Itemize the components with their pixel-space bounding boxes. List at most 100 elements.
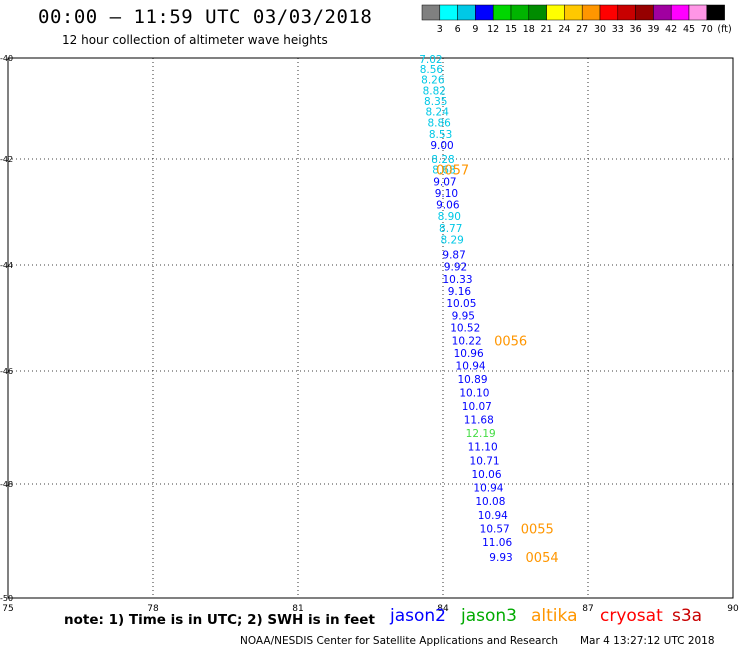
swh-value-label: 10.08 xyxy=(475,496,505,508)
x-tick-label: 84 xyxy=(437,604,449,614)
swh-value-label: 10.94 xyxy=(478,510,508,522)
colorbar-swatch xyxy=(475,4,494,21)
colorbar-label: 3 xyxy=(437,24,443,35)
colorbar-label: 36 xyxy=(630,24,642,35)
swh-value-label: 9.06 xyxy=(436,200,460,212)
legend-jason2: jason2 xyxy=(390,606,446,626)
colorbar-swatch xyxy=(599,4,619,21)
colorbar-label: 39 xyxy=(647,24,659,35)
swh-value-label: 8.29 xyxy=(440,235,463,247)
swh-value-label: 9.93 xyxy=(489,552,512,564)
swh-value-label: 10.57 xyxy=(480,523,510,535)
colorbar-swatch xyxy=(492,4,512,21)
legend-s3a: s3a xyxy=(672,606,703,626)
colorbar-swatch xyxy=(510,4,530,21)
y-tick-label: -50 xyxy=(0,594,13,603)
swh-value-label: 7.02 xyxy=(419,54,442,66)
colorbar-swatch xyxy=(439,4,458,21)
colorbar-swatch xyxy=(653,4,672,21)
swh-value-label: 10.07 xyxy=(462,401,492,413)
swh-value-label: 9.10 xyxy=(435,188,458,200)
colorbar-label: 18 xyxy=(523,24,535,35)
swh-value-label: 8.35 xyxy=(424,96,447,108)
colorbar-swatch xyxy=(581,4,601,21)
swh-value-label: 8.82 xyxy=(423,85,446,97)
x-tick-label: 90 xyxy=(727,604,739,614)
y-tick-label: -42 xyxy=(0,155,13,164)
colorbar-label: 33 xyxy=(612,24,624,35)
swh-value-label: 11.10 xyxy=(468,442,498,454)
colorbar-swatch xyxy=(528,4,547,21)
swh-value-label: 10.33 xyxy=(442,274,472,286)
colorbar-swatch xyxy=(457,4,476,21)
colorbar-legend: 3 6 9 12 15 18 21 24 27 30 33 36 39 42 45 70 (ft) xyxy=(421,4,732,35)
swh-value-label: 10.96 xyxy=(454,348,484,360)
colorbar-swatch xyxy=(670,4,690,21)
swh-value-label: 10.05 xyxy=(446,298,476,310)
swh-value-label: 8.28 xyxy=(431,154,454,166)
footer-timestamp: Mar 4 13:27:12 UTC 2018 xyxy=(580,635,715,647)
colorbar-label: 24 xyxy=(558,24,570,35)
legend-cryosat: cryosat xyxy=(600,606,663,626)
time-label: 0056 xyxy=(494,334,527,349)
y-tick-label: -48 xyxy=(0,480,13,489)
colorbar-swatch xyxy=(706,4,725,21)
swh-value-label: 9.07 xyxy=(433,176,456,188)
colorbar-swatch xyxy=(546,4,565,21)
colorbar-label: 6 xyxy=(455,24,461,35)
swh-value-label: 12.19 xyxy=(466,428,496,440)
colorbar-swatch xyxy=(688,4,708,21)
x-tick-label: 87 xyxy=(582,604,593,614)
swh-value-label: 10.22 xyxy=(452,335,482,347)
legend-jason3: jason3 xyxy=(461,606,517,626)
y-tick-label: -44 xyxy=(0,261,13,270)
swh-value-label: 8.56 xyxy=(420,64,444,76)
swh-value-label: 10.94 xyxy=(473,482,503,494)
swh-value-label: 8.90 xyxy=(438,211,461,223)
colorbar-swatch xyxy=(421,4,441,21)
legend-altika: altika xyxy=(531,606,578,626)
swh-value-label: 8.77 xyxy=(439,223,462,235)
time-label: 0055 xyxy=(521,522,554,537)
data-marks: 7.028.568.268.828.358.248.868.539.00 8.28… xyxy=(419,54,558,566)
time-label: 0054 xyxy=(526,551,559,566)
plot-frame xyxy=(7,57,734,599)
colorbar-swatch xyxy=(635,4,654,21)
swh-value-label: 10.06 xyxy=(471,469,501,481)
y-tick-label: -40 xyxy=(0,54,13,63)
swh-value-label: 9.16 xyxy=(448,286,472,298)
x-tick-label: 78 xyxy=(147,604,159,614)
colorbar-label: (ft) xyxy=(717,24,731,35)
plot-area: 75 78 81 84 87 90 -40 -42 -44 -46 -48 -50 xyxy=(0,54,739,614)
time-label: 0057 xyxy=(436,164,469,179)
colorbar-label: 30 xyxy=(594,24,606,35)
y-tick-label: -46 xyxy=(0,367,13,376)
x-tick-label: 81 xyxy=(292,604,303,614)
footer-credit: NOAA/NESDIS Center for Satellite Applica… xyxy=(240,635,558,647)
swh-value-label: 11.68 xyxy=(464,415,494,427)
swh-value-label: 8.86 xyxy=(427,118,451,130)
page-title: 00:00 – 11:59 UTC 03/03/2018 xyxy=(38,6,373,28)
colorbar-label: 45 xyxy=(683,24,695,35)
colorbar-swatch xyxy=(564,4,583,21)
swh-value-label: 8.68 xyxy=(432,165,455,177)
colorbar-swatch xyxy=(617,4,636,21)
colorbar-label: 15 xyxy=(505,24,517,35)
swh-value-label: 10.94 xyxy=(456,361,486,373)
swh-value-label: 9.95 xyxy=(452,310,475,322)
note-text: note: 1) Time is in UTC; 2) SWH is in fe… xyxy=(64,612,375,628)
swh-value-label: 10.52 xyxy=(450,323,480,335)
swh-value-label: 8.53 xyxy=(429,129,452,141)
swh-value-label: 10.10 xyxy=(459,387,489,399)
swh-value-label: 10.89 xyxy=(457,374,487,386)
swh-value-label: 8.24 xyxy=(426,107,450,119)
colorbar-label: 42 xyxy=(665,24,677,35)
colorbar-label: 21 xyxy=(541,24,553,35)
colorbar-label: 12 xyxy=(487,24,499,35)
colorbar-label: 27 xyxy=(576,24,588,35)
page-subtitle: 12 hour collection of altimeter wave hei… xyxy=(62,33,328,47)
swh-value-label: 11.06 xyxy=(482,537,512,549)
swh-value-label: 10.71 xyxy=(470,455,500,467)
colorbar-label: 70 xyxy=(701,24,713,35)
